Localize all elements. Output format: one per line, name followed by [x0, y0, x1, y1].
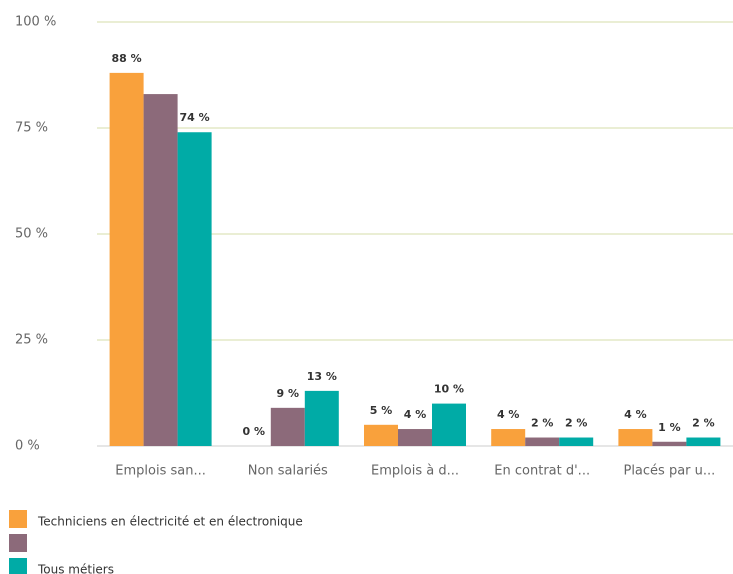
data-label: 9 %	[277, 387, 300, 400]
x-tick-label: Emplois à d...	[371, 464, 459, 479]
bar	[652, 441, 687, 446]
bar	[364, 424, 398, 446]
data-label: 88 %	[112, 52, 142, 65]
x-tick-label: En contrat d'...	[494, 464, 590, 479]
data-label: 4 %	[624, 408, 647, 421]
x-tick-label: Emplois san...	[115, 464, 206, 479]
data-label: 74 %	[180, 111, 210, 124]
x-tick-label: Placés par u...	[623, 464, 715, 479]
bar	[686, 437, 721, 446]
bar	[559, 437, 594, 446]
y-tick-label: 0 %	[15, 439, 40, 454]
data-label: 10 %	[434, 383, 464, 396]
legend-label: Tous métiers	[37, 563, 114, 574]
bar	[491, 429, 526, 446]
data-label: 2 %	[531, 417, 554, 430]
bar	[143, 94, 178, 446]
data-label: 0 %	[243, 425, 266, 438]
legend-label: Techniciens en électricité et en électro…	[37, 515, 303, 529]
y-tick-label: 25 %	[15, 333, 48, 348]
x-tick-label: Non salariés	[248, 464, 328, 479]
data-label: 5 %	[370, 404, 393, 417]
data-label: 13 %	[307, 370, 337, 383]
data-label: 1 %	[658, 421, 681, 434]
data-label: 2 %	[565, 417, 588, 430]
legend-swatch	[9, 558, 27, 574]
bar	[618, 429, 653, 446]
bar	[109, 72, 144, 446]
legend-swatch	[9, 510, 27, 528]
y-tick-label: 75 %	[15, 121, 48, 136]
bar	[304, 390, 339, 446]
y-tick-label: 50 %	[15, 227, 48, 242]
bar	[398, 429, 432, 446]
bar	[270, 407, 305, 446]
y-tick-label: 100 %	[15, 15, 56, 30]
data-label: 4 %	[497, 408, 520, 421]
bar	[432, 403, 466, 446]
bar	[525, 437, 560, 446]
data-label: 2 %	[692, 417, 715, 430]
bar	[177, 132, 212, 447]
legend-swatch	[9, 534, 27, 552]
data-label: 4 %	[404, 408, 427, 421]
